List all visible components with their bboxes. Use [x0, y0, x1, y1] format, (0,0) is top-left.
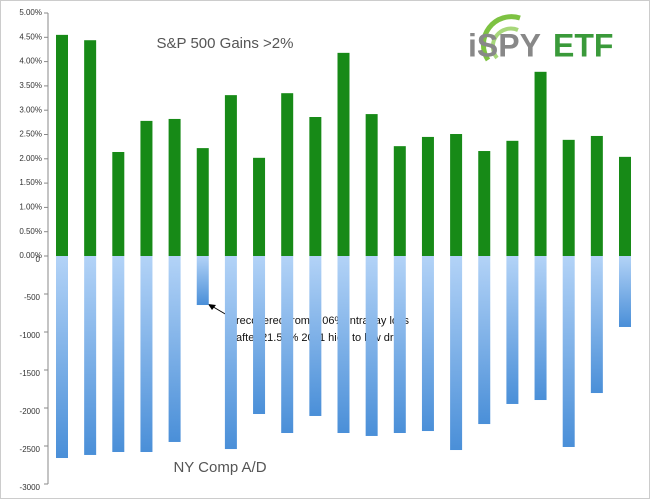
y-tick-label: -500	[24, 293, 41, 302]
y-tick-label: 2.50%	[19, 130, 42, 139]
bar	[337, 256, 350, 434]
bar	[112, 256, 125, 453]
bar	[506, 140, 519, 256]
y-tick-label: 4.00%	[19, 57, 42, 66]
y-tick-label: -2000	[20, 407, 41, 416]
bar	[590, 256, 603, 394]
bar	[253, 157, 266, 256]
bar	[619, 156, 631, 256]
bar	[590, 135, 603, 256]
y-tick-label: 4.50%	[19, 32, 42, 41]
bar	[281, 93, 294, 256]
bar	[478, 256, 491, 425]
bar	[168, 256, 181, 442]
y-tick-label: -3000	[20, 483, 41, 492]
bar	[421, 256, 434, 432]
y-tick-label: -1000	[20, 331, 41, 340]
y-tick-label: 3.00%	[19, 105, 42, 114]
bar	[56, 34, 68, 257]
y-tick-label: 1.50%	[19, 178, 42, 187]
bar	[309, 117, 322, 256]
bar	[450, 256, 463, 451]
bar	[140, 120, 153, 256]
chart-title: S&P 500 Gains >2%	[157, 35, 294, 52]
bar	[365, 114, 378, 256]
bar	[393, 146, 406, 256]
y-tick-label: 0	[36, 255, 41, 264]
logo-arc	[490, 26, 519, 60]
y-tick-label: -2500	[20, 445, 41, 454]
bar	[365, 256, 378, 436]
logo-prefix: iSPY	[468, 27, 541, 63]
bar	[562, 139, 575, 256]
logo-arc	[480, 14, 521, 62]
bar	[224, 256, 237, 450]
y-tick-label: 2.00%	[19, 154, 42, 163]
bar	[337, 52, 350, 256]
bar	[478, 151, 491, 256]
annotation-arrowhead	[208, 304, 216, 310]
bar	[562, 256, 575, 447]
bar	[450, 134, 463, 256]
bar	[281, 256, 294, 434]
y-tick-label: 3.50%	[19, 81, 42, 90]
y-tick-label: 0.00%	[19, 251, 42, 260]
bar	[196, 256, 209, 306]
bar	[253, 256, 266, 415]
y-tick-label: 1.00%	[19, 203, 42, 212]
logo-suffix: ETF	[553, 27, 613, 63]
bar	[506, 256, 519, 404]
bar	[421, 136, 434, 256]
bar	[534, 71, 547, 256]
chart-title: NY Comp A/D	[173, 459, 266, 476]
bar	[84, 256, 97, 455]
y-tick-label: -1500	[20, 369, 41, 378]
bar	[140, 256, 153, 453]
logo: iSPY ETF	[468, 14, 613, 63]
bar	[309, 256, 322, 416]
bar	[84, 40, 97, 256]
bar	[112, 151, 125, 256]
bar	[393, 256, 406, 434]
bar	[168, 118, 181, 256]
bar	[619, 256, 631, 327]
bar	[56, 256, 68, 459]
y-tick-label: 0.50%	[19, 227, 42, 236]
bar	[224, 95, 237, 256]
y-tick-label: 5.00%	[19, 8, 42, 17]
bar	[534, 256, 547, 401]
bar	[196, 148, 209, 256]
